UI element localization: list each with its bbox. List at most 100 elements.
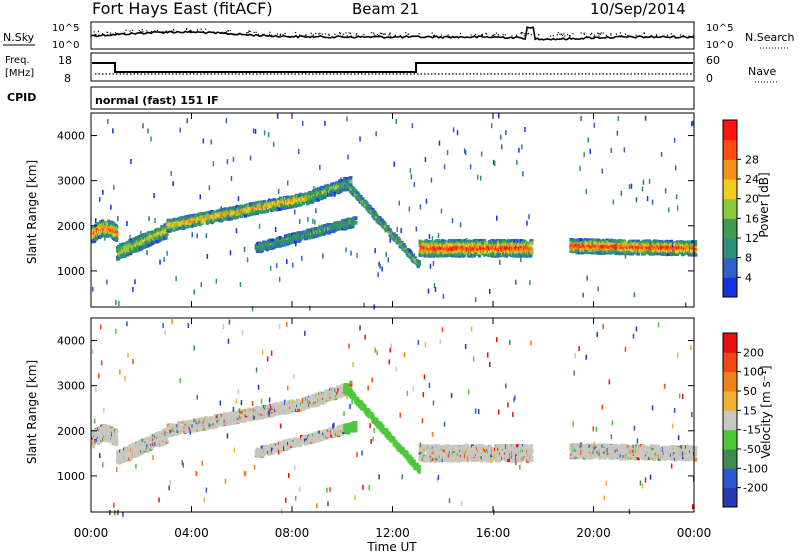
nsearch-point — [619, 32, 621, 34]
power-ylabel: Slant Range [km] — [25, 160, 39, 264]
echo-cell — [354, 220, 358, 224]
noise-cell — [651, 199, 654, 205]
noise-cell — [501, 144, 503, 150]
nsearch-point — [432, 35, 435, 37]
noise-cell — [147, 128, 149, 134]
nsearch-point — [106, 34, 109, 36]
echo-cell — [444, 254, 448, 258]
nsearch-point — [200, 28, 202, 30]
noise-cell — [301, 255, 303, 261]
nsearch-point — [615, 33, 617, 35]
noise-cell — [387, 257, 389, 263]
nsearch-point — [94, 34, 96, 36]
noise-cell — [496, 215, 498, 221]
echo-cell — [288, 237, 292, 241]
noise-cell — [298, 149, 300, 154]
nsearch-point — [284, 32, 286, 35]
echo-cell — [341, 179, 345, 183]
noise-cell — [613, 245, 616, 251]
echo-cell — [256, 205, 260, 210]
echo-cell — [587, 250, 591, 254]
noise-cell — [266, 246, 269, 252]
nsearch-point — [635, 34, 637, 36]
echo-cell — [402, 243, 406, 247]
echo-cell — [166, 223, 170, 227]
echo-cell — [635, 243, 639, 247]
echo-cell — [417, 261, 421, 265]
echo-cell — [313, 198, 317, 202]
echo-cell — [636, 240, 640, 244]
noise-cell — [350, 250, 352, 256]
noise-cell — [263, 130, 266, 136]
noise-cell — [630, 183, 633, 189]
echo-cell — [374, 212, 378, 216]
noise-cell — [674, 165, 677, 171]
echo-cell — [127, 252, 131, 256]
nsearch-point — [475, 33, 477, 36]
noise-cell — [425, 198, 428, 204]
noise-cell — [115, 300, 117, 305]
echo-cell — [346, 226, 350, 230]
power-scatter — [91, 113, 698, 312]
echo-cell — [290, 199, 294, 203]
nsearch-point — [523, 33, 525, 35]
nsearch-point — [495, 32, 498, 34]
echo-cell — [172, 228, 176, 232]
nsearch-point — [390, 35, 392, 37]
echo-cell — [129, 250, 133, 254]
noise-cell — [311, 230, 313, 236]
nsearch-point — [521, 32, 524, 34]
noise-cell — [99, 196, 101, 202]
echo-cell — [378, 216, 382, 220]
nsearch-point — [186, 28, 188, 30]
nsearch-point — [449, 35, 451, 37]
echo-cell — [265, 207, 270, 212]
nsearch-point — [156, 29, 159, 32]
echo-cell — [316, 234, 320, 238]
echo-cell — [251, 201, 255, 205]
noise-cell — [104, 235, 106, 241]
echo-cell — [529, 254, 533, 258]
echo-cell — [530, 247, 534, 251]
echo-cell — [627, 247, 631, 251]
nsearch-point — [388, 34, 390, 36]
echo-cell — [661, 240, 665, 244]
nsearch-point — [339, 33, 341, 35]
date-label: 10/Sep/2014 — [590, 0, 686, 18]
noise-cell — [518, 147, 520, 153]
nsearch-point — [325, 33, 327, 35]
nsearch-point — [328, 33, 330, 35]
noise-cell — [220, 206, 223, 212]
echo-cell — [459, 243, 463, 248]
echo-cell — [121, 251, 125, 256]
noise-cell — [474, 297, 477, 303]
nsearch-point — [125, 29, 127, 31]
noise-cell — [126, 221, 128, 226]
nsearch-point — [363, 33, 365, 36]
noise-cell — [154, 218, 156, 224]
noise-cell — [451, 218, 454, 224]
noise-cell — [396, 226, 398, 232]
noise-cell — [294, 209, 296, 215]
noise-cell — [642, 179, 645, 185]
nsearch-point — [318, 33, 320, 35]
echo-cell — [154, 234, 158, 238]
echo-cell — [205, 213, 209, 217]
noise-cell — [675, 194, 678, 200]
echo-cell — [607, 250, 611, 254]
echo-cell — [430, 244, 434, 248]
nsearch-point — [559, 33, 561, 35]
echo-cell — [357, 193, 361, 197]
echo-cell — [458, 249, 462, 253]
nsearch-point — [602, 32, 604, 34]
noise-tick-low-left: 10^0 — [52, 40, 79, 51]
nsearch-point — [504, 34, 506, 36]
echo-cell — [134, 243, 138, 247]
echo-cell — [571, 239, 575, 243]
echo-cell — [218, 209, 222, 213]
noise-cell — [314, 219, 316, 225]
nsearch-point — [444, 35, 446, 38]
echo-cell — [222, 216, 226, 220]
